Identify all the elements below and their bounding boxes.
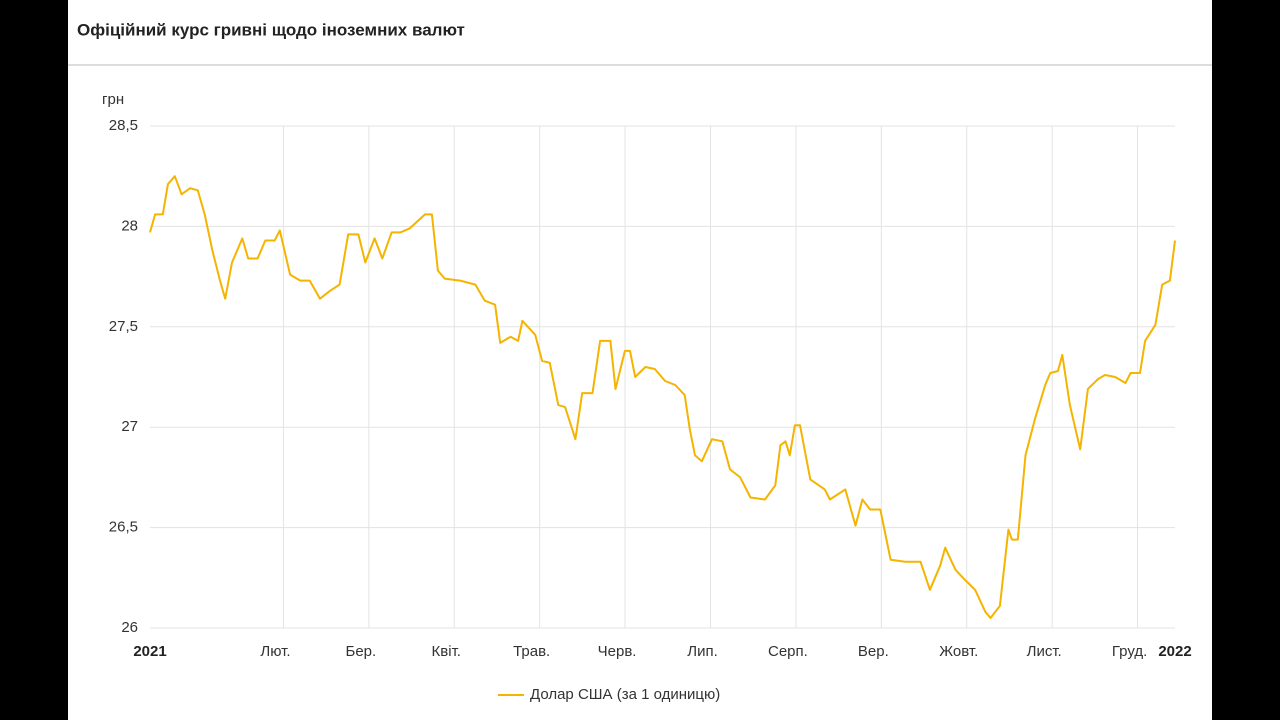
y-tick-label: 27,5 <box>109 318 138 335</box>
x-tick-label: Вер. <box>858 643 889 660</box>
x-tick-label: Груд. <box>1112 643 1147 660</box>
x-tick-label: Серп. <box>768 643 808 660</box>
y-tick-label: 26 <box>121 619 138 636</box>
x-tick-label: 2021 <box>133 643 166 660</box>
x-tick-label: 2022 <box>1158 643 1191 660</box>
legend-label: Долар США (за 1 одиницю) <box>530 686 720 703</box>
data-line <box>149 175 1176 619</box>
panel <box>68 0 1212 720</box>
y-tick-label: 28,5 <box>109 117 138 134</box>
x-tick-label: Трав. <box>513 643 550 660</box>
y-tick-label: 26,5 <box>109 519 138 536</box>
x-tick-label: Черв. <box>598 643 637 660</box>
x-tick-label: Квіт. <box>432 643 461 660</box>
y-tick-label: 27 <box>121 418 138 435</box>
y-axis-label: грн <box>102 91 124 108</box>
y-tick-label: 28 <box>121 217 138 234</box>
x-tick-label: Лип. <box>687 643 718 660</box>
x-tick-label: Лист. <box>1027 643 1062 660</box>
x-tick-label: Бер. <box>345 643 376 660</box>
x-tick-label: Жовт. <box>939 643 978 660</box>
chart-title: Офіційний курс гривні щодо іноземних вал… <box>77 20 465 39</box>
x-tick-label: Лют. <box>260 643 290 660</box>
